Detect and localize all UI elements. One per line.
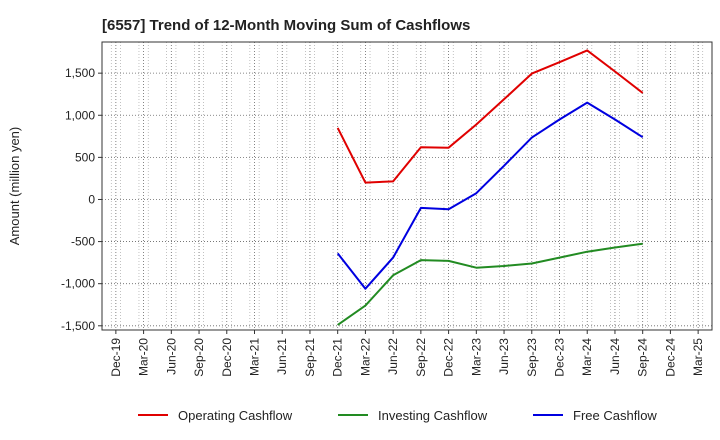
legend-label-investing-cashflow: Investing Cashflow [378,408,488,423]
x-tick-label: Jun-22 [386,338,400,375]
x-tick-label: Mar-25 [691,338,705,376]
chart-title: [6557] Trend of 12-Month Moving Sum of C… [102,17,470,34]
x-tick-label: Dec-24 [663,338,677,377]
x-tick-label: Sep-24 [636,338,650,377]
y-tick-label: 0 [88,192,95,206]
y-tick-label: 1,000 [65,108,95,122]
x-tick-label: Dec-19 [109,338,123,377]
series-line-operating-cashflow [336,49,644,184]
x-tick-label: Mar-22 [358,338,372,376]
series-line-investing-cashflow [337,242,643,326]
series-line-free-cashflow [336,101,644,290]
y-axis-label: Amount (million yen) [7,127,22,246]
plot-border [101,41,713,331]
y-tick-label: -1,000 [61,277,95,291]
legend-label-operating-cashflow: Operating Cashflow [178,408,293,423]
y-tick-label: -1,500 [61,319,95,333]
x-tick-label: Dec-20 [220,338,234,377]
plot-area [102,42,712,330]
y-tick-label: -500 [71,235,95,249]
y-tick-label: 500 [75,150,95,164]
legend: Operating Cashflow Investing Cashflow Free… [138,408,657,423]
x-tick-label: Sep-22 [414,338,428,377]
x-tick-label: Dec-22 [442,338,456,377]
x-tick-label: Mar-24 [580,338,594,376]
series-lines [336,49,644,326]
x-tick-label: Jun-21 [275,338,289,375]
y-axis: -1,500 -1,000 -500 0 500 1,000 1,500 [61,66,102,333]
x-tick-label: Dec-23 [553,338,567,377]
x-tick-label: Sep-21 [303,338,317,377]
x-tick-label: Mar-21 [248,338,262,376]
x-tick-label: Jun-24 [608,338,622,375]
x-tick-label: Jun-20 [164,338,178,375]
x-tick-label: Sep-20 [192,338,206,377]
x-tick-label: Sep-23 [525,338,539,377]
legend-label-free-cashflow: Free Cashflow [573,408,657,423]
x-axis: Dec-19 Mar-20 Jun-20 Sep-20 Dec-20 Mar-21 Jun-… [109,330,705,377]
x-tick-label: Dec-21 [331,338,345,377]
x-tick-label: Mar-23 [469,338,483,376]
x-tick-label: Jun-23 [497,338,511,375]
x-tick-label: Mar-20 [137,338,151,376]
y-tick-label: 1,500 [65,66,95,80]
